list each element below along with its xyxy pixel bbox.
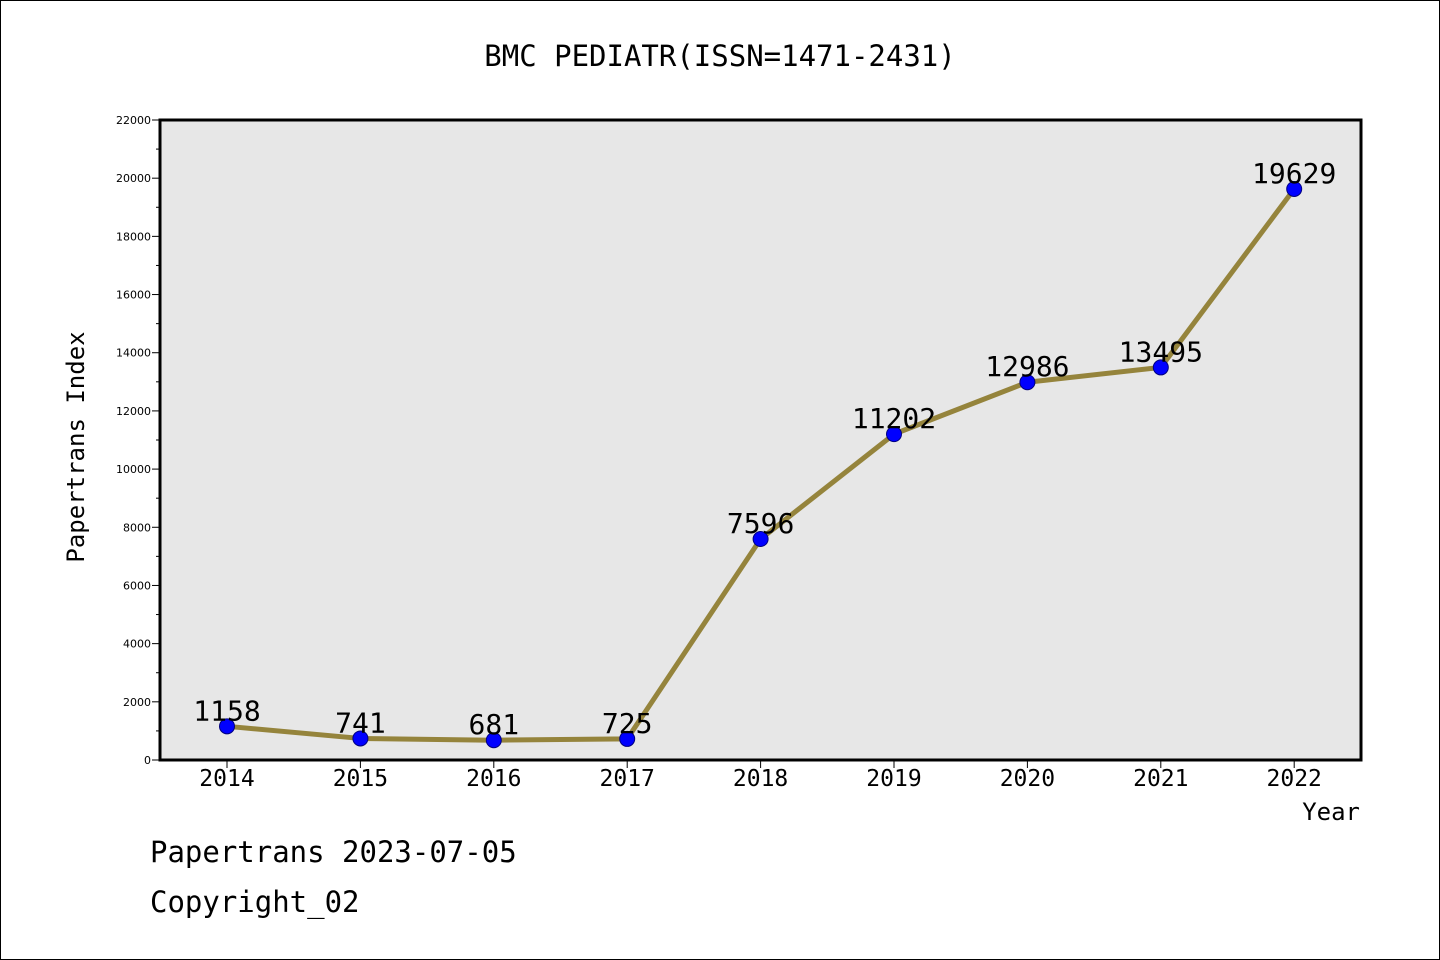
x-tick-label: 2020 [1000, 766, 1055, 792]
data-point [219, 718, 235, 735]
y-tick-label: 22000 [116, 114, 151, 127]
data-point [352, 730, 369, 747]
data-label: 19629 [1252, 157, 1336, 190]
y-tick-label: 16000 [116, 289, 151, 302]
data-point [1152, 359, 1169, 376]
data-label: 725 [602, 707, 653, 740]
x-tick-label: 2017 [600, 766, 655, 792]
footer-date: Papertrans 2023-07-05 [150, 835, 517, 869]
data-label: 681 [469, 708, 520, 741]
x-axis-label: Year [1302, 798, 1360, 826]
data-label: 13495 [1119, 335, 1203, 368]
x-tick-label: 2014 [199, 766, 254, 792]
data-label: 11202 [852, 402, 936, 435]
footer-copyright: Copyright_02 [150, 885, 360, 919]
chart-title: BMC PEDIATR(ISSN=1471-2431) [484, 39, 955, 73]
x-tick-label: 2019 [866, 766, 921, 792]
data-labels-layer: 1158 741 681 725 7596 11202 12986 13495 19629 [193, 157, 1336, 741]
x-tick-label: 2016 [466, 766, 521, 792]
x-tick-label: 2015 [333, 766, 388, 792]
y-tick-label: 6000 [123, 579, 151, 592]
data-point [619, 730, 636, 747]
data-label: 12986 [985, 350, 1069, 383]
y-tick-label: 20000 [116, 172, 151, 185]
data-point [886, 426, 902, 443]
y-tick-label: 14000 [116, 347, 151, 360]
data-point [1019, 374, 1036, 391]
y-tick-label: 8000 [123, 521, 151, 534]
x-tick-label: 2022 [1267, 766, 1322, 792]
data-point [1286, 180, 1303, 197]
y-tick-label: 2000 [123, 696, 151, 709]
data-point [485, 732, 502, 749]
y-tick-label: 10000 [116, 463, 151, 476]
plot-area [158, 118, 1363, 762]
x-tick-label: 2018 [733, 766, 788, 792]
data-point [752, 531, 769, 548]
y-tick-label: 18000 [116, 230, 151, 243]
y-axis-label: Papertrans Index [62, 331, 90, 562]
data-label: 741 [335, 706, 386, 739]
y-tick-label: 4000 [123, 638, 151, 651]
y-axis: 0 2000 4000 6000 8000 10000 12000 14000 16000 180… [116, 114, 160, 767]
x-tick-label: 2021 [1133, 766, 1188, 792]
y-tick-label: 0 [144, 754, 151, 767]
y-tick-label: 12000 [116, 405, 151, 418]
data-label: 7596 [727, 507, 794, 540]
x-axis: 2014 2015 2016 2017 2018 2019 2020 2021 2022 [199, 760, 1322, 792]
data-label: 1158 [193, 694, 260, 727]
series-layer [219, 180, 1303, 749]
